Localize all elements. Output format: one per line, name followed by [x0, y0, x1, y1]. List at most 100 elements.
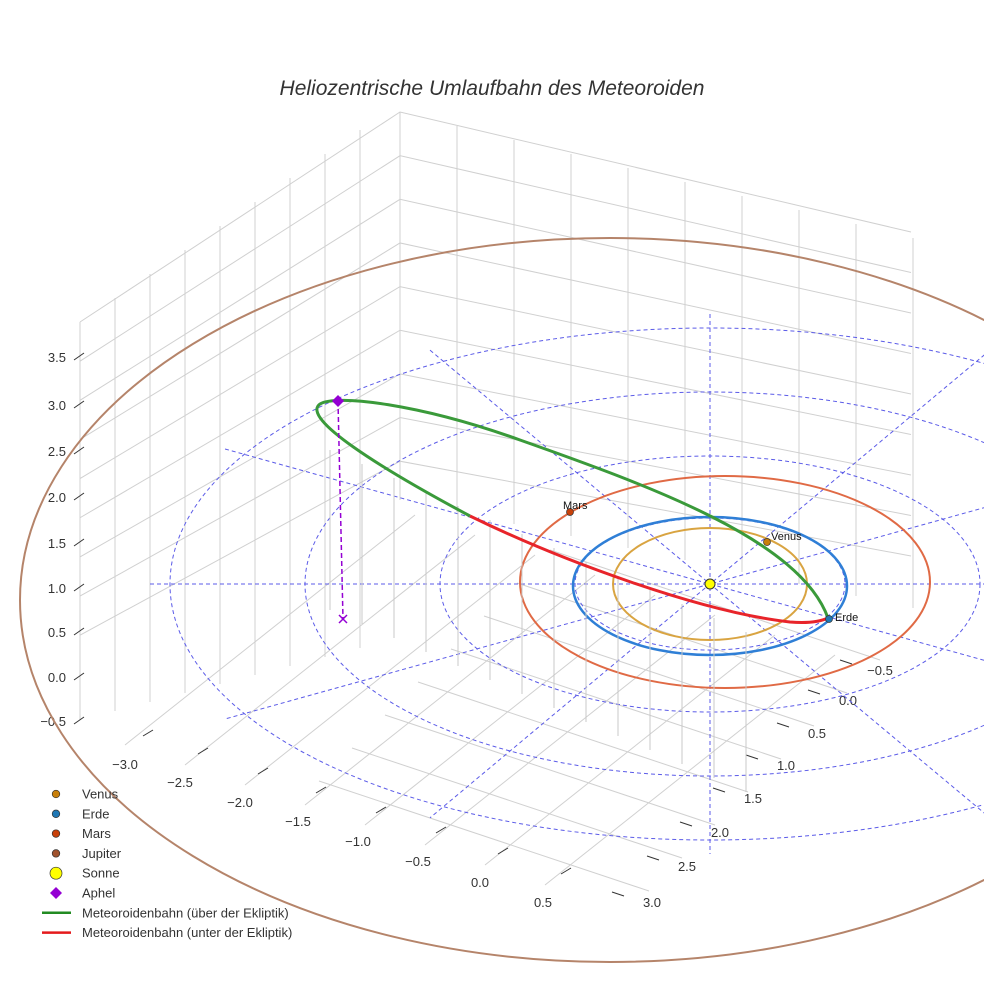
grid-line — [79, 286, 912, 480]
axis-grid — [79, 111, 914, 892]
z-tick-mark — [73, 538, 85, 547]
grid-line — [79, 373, 912, 558]
y-tick-mark — [611, 891, 625, 897]
aphel-marker — [332, 395, 344, 407]
jupiter-orbit — [19, 237, 984, 963]
mars-orbit — [519, 475, 931, 689]
legend-diamond-icon — [50, 887, 62, 899]
y-tick-mark — [839, 659, 853, 665]
grid-line — [79, 417, 912, 597]
grid-line — [79, 329, 912, 519]
grid-line — [417, 681, 749, 793]
y-tick-mark — [646, 855, 660, 861]
x-tick-label: −1.0 — [345, 834, 371, 849]
z-tick-label: 1.5 — [48, 536, 66, 551]
x-tick-mark — [315, 786, 327, 794]
grid-line — [244, 554, 536, 786]
y-tick-mark — [745, 754, 759, 760]
grid-line — [318, 780, 650, 892]
x-tick-label: −0.5 — [405, 854, 431, 869]
y-tick-label: 0.5 — [808, 726, 826, 741]
legend-item-label[interactable]: Meteoroidenbahn (über der Ekliptik) — [82, 905, 289, 920]
y-tick-label: 2.5 — [678, 859, 696, 874]
legend-item-label[interactable]: Erde — [82, 806, 109, 821]
y-tick-label: 2.0 — [711, 825, 729, 840]
legend-item-label[interactable]: Jupiter — [82, 846, 122, 861]
y-tick-mark — [776, 722, 790, 728]
x-tick-label: 0.5 — [534, 895, 552, 910]
venus-label: Venus — [771, 531, 802, 543]
z-tick-label: 2.0 — [48, 490, 66, 505]
earth-marker — [825, 615, 833, 623]
grid-line — [364, 594, 656, 826]
z-tick-mark — [73, 672, 85, 681]
x-tick-mark — [142, 729, 154, 737]
legend-circle-icon — [51, 809, 61, 818]
y-tick-label: 1.5 — [744, 791, 762, 806]
aphel-projection-x-icon — [338, 614, 348, 624]
y-tick-mark — [679, 821, 693, 827]
z-tick-mark — [73, 352, 85, 361]
grid-line — [483, 615, 815, 727]
x-tick-mark — [375, 806, 387, 814]
legend-circle-icon — [51, 849, 61, 858]
meteoroid-orbit-below — [469, 514, 829, 624]
x-tick-label: −2.5 — [167, 775, 193, 790]
grid-line — [79, 111, 912, 323]
z-tick-mark — [73, 400, 85, 409]
grid-line — [79, 460, 912, 636]
mars-marker — [566, 508, 574, 516]
z-tick-label: 0.5 — [48, 625, 66, 640]
z-tick-mark — [73, 627, 85, 636]
chart-title: Heliozentrische Umlaufbahn des Meteoroid… — [280, 77, 705, 100]
z-tick-mark — [73, 446, 85, 455]
meteoroid-orbit — [315, 398, 830, 792]
z-tick-label: 3.5 — [48, 350, 66, 365]
legend-circle-icon — [51, 829, 61, 838]
grid-line — [79, 198, 912, 401]
grid-line — [384, 714, 716, 826]
x-tick-mark — [257, 767, 269, 775]
aphel-drop-line — [337, 400, 344, 620]
x-tick-mark — [497, 847, 509, 855]
grid-line — [484, 634, 776, 866]
z-tick-label: 1.0 — [48, 581, 66, 596]
y-tick-mark — [712, 787, 726, 793]
x-tick-label: −2.0 — [227, 795, 253, 810]
legend-item-label[interactable]: Aphel — [82, 886, 115, 901]
x-tick-mark — [560, 867, 572, 875]
grid-line — [549, 549, 881, 661]
y-tick-label: 0.0 — [839, 693, 857, 708]
legend-circle-icon — [49, 866, 63, 880]
z-tick-label: 3.0 — [48, 398, 66, 413]
grid-line — [79, 242, 912, 440]
grid-line — [79, 155, 912, 362]
meteoroid-orbit-above — [315, 398, 830, 619]
sun-marker — [704, 578, 716, 590]
grid-line — [544, 654, 836, 886]
y-tick-label: 3.0 — [643, 895, 661, 910]
legend-item-label[interactable]: Venus — [82, 787, 119, 802]
legend-item-label[interactable]: Sonne — [82, 866, 120, 881]
z-tick-label: 2.5 — [48, 444, 66, 459]
grid-line — [124, 514, 416, 746]
z-tick-mark — [73, 492, 85, 501]
venus-marker — [763, 538, 771, 546]
grid-line — [184, 534, 476, 766]
ecliptic-radial — [224, 507, 984, 720]
x-tick-label: 0.0 — [471, 875, 489, 890]
y-tick-label: 1.0 — [777, 758, 795, 773]
z-tick-label: 0.0 — [48, 670, 66, 685]
legend[interactable]: Venus Erde Mars Jupiter Sonne Aphel Meteoroide… — [42, 787, 292, 941]
y-tick-mark — [807, 689, 821, 695]
legend-item-label[interactable]: Meteoroidenbahn (unter der Ekliptik) — [82, 925, 292, 940]
bodies: Venus Erde Mars — [332, 395, 858, 624]
mars-label: Mars — [563, 500, 588, 512]
grid-line — [304, 574, 596, 806]
x-tick-label: −3.0 — [112, 757, 138, 772]
y-tick-label: −0.5 — [867, 663, 893, 678]
x-tick-mark — [197, 747, 209, 755]
x-tick-mark — [435, 826, 447, 834]
legend-item-label[interactable]: Mars — [82, 826, 111, 841]
